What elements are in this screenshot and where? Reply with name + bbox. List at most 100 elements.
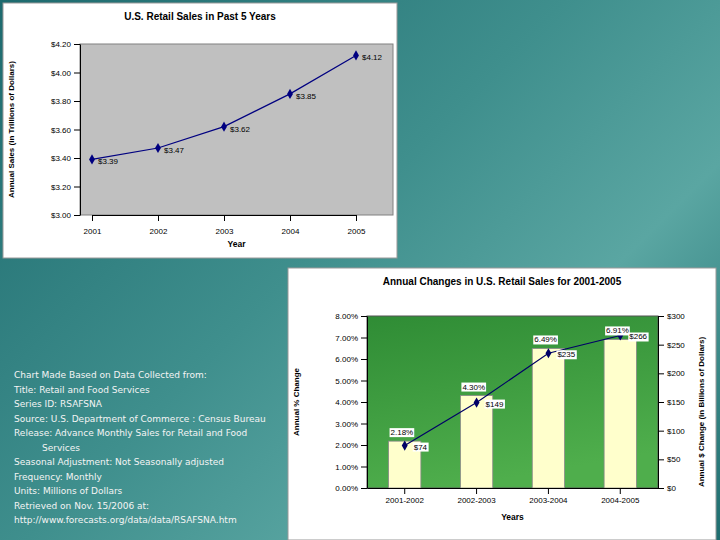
marker <box>402 440 408 450</box>
marks <box>389 330 637 488</box>
x-axis-title: Year <box>228 239 247 249</box>
tick-mark <box>658 488 664 489</box>
data-label: 4.30% <box>462 383 485 392</box>
tick-label: $4.20 <box>51 40 72 49</box>
data-label: $266 <box>629 332 647 341</box>
y-axis-title: Annual % Change <box>292 367 301 436</box>
x-axis-title: Years <box>501 512 524 522</box>
data-label-box: $74 <box>413 443 429 452</box>
tick-mark <box>74 130 80 131</box>
tick: 5.00% <box>335 377 367 386</box>
data-label: 6.49% <box>534 335 557 344</box>
data-label: $4.12 <box>362 53 383 62</box>
marker <box>221 122 227 132</box>
note-line: Series ID: RSAFSNA <box>14 397 286 412</box>
note-line: Title: Retail and Food Services <box>14 383 286 398</box>
tick-mark <box>658 402 664 403</box>
tick: 0.00% <box>335 484 367 493</box>
tick-mark <box>361 402 367 403</box>
data-label-background <box>605 326 630 335</box>
note-line: Retrieved on Nov. 15/2006 at: <box>14 499 286 514</box>
data-label-background <box>461 383 486 392</box>
data-label: $3.39 <box>98 157 119 166</box>
tick: $3.60 <box>51 126 80 135</box>
tick-mark <box>548 488 549 494</box>
marker <box>545 348 551 358</box>
tick: 6.00% <box>335 355 367 364</box>
note-line: Seasonal Adjustment: Not Seasonally adju… <box>14 455 286 470</box>
tick-label: 2005 <box>348 227 366 236</box>
tick: 7.00% <box>335 334 367 343</box>
tick-mark <box>74 187 80 188</box>
tick-label: 2003-2004 <box>529 496 568 505</box>
data-label-background <box>556 350 576 359</box>
note-line: Frequency: Monthly <box>14 470 286 485</box>
chart-title: Annual Changes in U.S. Retail Sales for … <box>383 276 622 287</box>
tick: 2003 <box>216 215 234 236</box>
chart: 0.00%1.00%2.00%3.00%4.00%5.00%6.00%7.00%… <box>288 268 716 540</box>
tick: $200 <box>658 369 685 378</box>
tick-mark <box>404 488 405 494</box>
data-labels: 2.18% 4.30% 6.49% 6.91% $74 $149 $235 $266 <box>390 326 649 451</box>
plot-area <box>80 44 393 215</box>
tick-label: 1.00% <box>335 463 358 472</box>
data-label: $3.85 <box>296 92 317 101</box>
data-label: 2.18% <box>391 428 414 437</box>
tick-label: $3.20 <box>51 183 72 192</box>
data-label: 6.91% <box>606 326 629 335</box>
bar <box>604 339 636 488</box>
tick-mark <box>74 101 80 102</box>
source-note: Chart Made Based on Data Collected from:… <box>14 368 286 528</box>
x-axis: 20012002200320042005 <box>84 215 366 236</box>
tick-label: 2004 <box>282 227 300 236</box>
tick-mark <box>356 215 357 221</box>
data-label-background <box>628 332 648 341</box>
tick: $50 <box>658 455 681 464</box>
data-label: $74 <box>414 443 428 452</box>
data-label: $235 <box>557 350 575 359</box>
chart-title: U.S. Retail Sales in Past 5 Years <box>124 11 276 22</box>
tick-mark <box>658 345 664 346</box>
tick: 2002-2003 <box>457 488 496 505</box>
y-axis: $3.00$3.20$3.40$3.60$3.80$4.00$4.20 <box>51 40 81 220</box>
tick-mark <box>74 215 80 216</box>
tick-label: 2004-2005 <box>601 496 640 505</box>
tick: $100 <box>658 427 685 436</box>
marker <box>89 154 95 164</box>
tick-label: $250 <box>667 341 685 350</box>
bar <box>532 348 564 488</box>
data-label: $3.47 <box>164 146 185 155</box>
axis-line <box>367 317 368 489</box>
x-axis: 2001-20022002-20032003-20042004-2005 <box>368 488 659 505</box>
tick-label: $3.60 <box>51 126 72 135</box>
chart-background <box>288 268 716 540</box>
y-axis: 0.00%1.00%2.00%3.00%4.00%5.00%6.00%7.00%… <box>335 312 367 493</box>
data-label-box: $149 <box>485 400 505 409</box>
data-label-background <box>390 428 415 437</box>
tick: 2001 <box>84 215 102 236</box>
tick-label: 6.00% <box>335 355 358 364</box>
note-line: Source: U.S. Department of Commerce : Ce… <box>14 412 286 427</box>
tick: 8.00% <box>335 312 367 321</box>
tick-mark <box>361 424 367 425</box>
marker <box>155 143 161 153</box>
tick-mark <box>361 488 367 489</box>
data-label-background <box>413 443 429 452</box>
tick: $150 <box>658 398 685 407</box>
data-label-background <box>533 335 558 344</box>
tick: $3.20 <box>51 183 80 192</box>
tick-mark <box>658 431 664 432</box>
data-label-box: 6.91% <box>605 326 630 335</box>
tick-mark <box>74 73 80 74</box>
chart: $3.00$3.20$3.40$3.60$3.80$4.00$4.202001 2… <box>3 3 397 258</box>
tick-mark <box>620 488 621 494</box>
tick: $300 <box>658 312 685 321</box>
data-labels: $3.39$3.47$3.62$3.85$4.12 <box>98 53 383 166</box>
tick-mark <box>74 44 80 45</box>
tick: $0 <box>658 484 676 493</box>
tick-mark <box>92 215 93 221</box>
tick-mark <box>361 359 367 360</box>
tick-mark <box>361 467 367 468</box>
tick-mark <box>658 316 664 317</box>
tick-mark <box>361 445 367 446</box>
